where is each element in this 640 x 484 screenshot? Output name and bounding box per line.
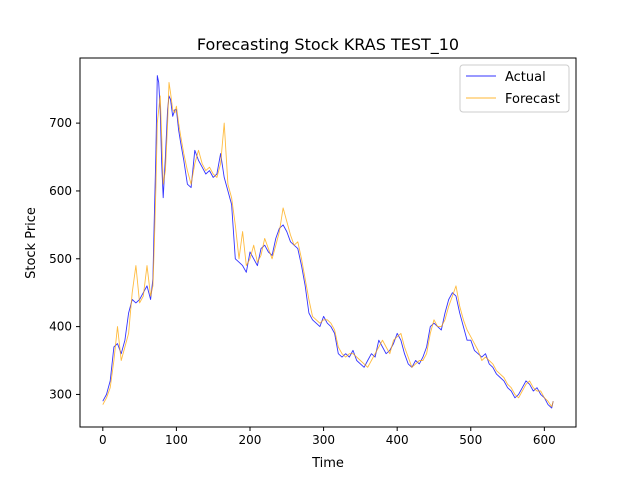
x-tick-label: 100 (165, 433, 188, 447)
chart-title: Forecasting Stock KRAS TEST_10 (197, 35, 459, 55)
series-line-actual (102, 75, 554, 409)
x-tick-label: 600 (533, 433, 556, 447)
y-tick-label: 400 (49, 320, 72, 334)
legend-label-actual: Actual (505, 70, 546, 85)
y-tick-label: 300 (49, 387, 72, 401)
x-tick-label: 200 (239, 433, 262, 447)
y-tick-label: 700 (49, 116, 72, 130)
y-tick-label: 500 (49, 252, 72, 266)
x-tick-label: 0 (99, 433, 107, 447)
x-tick-label: 500 (459, 433, 482, 447)
y-tick-label: 600 (49, 184, 72, 198)
x-axis-label: Time (311, 456, 344, 471)
axis-ticks: 0 100 200 300 400 500 600 300 400 500 600 700 (49, 116, 556, 447)
x-tick-label: 300 (312, 433, 335, 447)
y-axis-label: Stock Price (24, 207, 39, 279)
plot-area (79, 57, 577, 428)
series-line-forecast (102, 81, 554, 408)
x-tick-label: 400 (386, 433, 409, 447)
legend: Actual Forecast (459, 64, 570, 113)
legend-label-forecast: Forecast (505, 92, 560, 107)
legend-box (459, 64, 570, 113)
plot-frame (79, 57, 577, 428)
